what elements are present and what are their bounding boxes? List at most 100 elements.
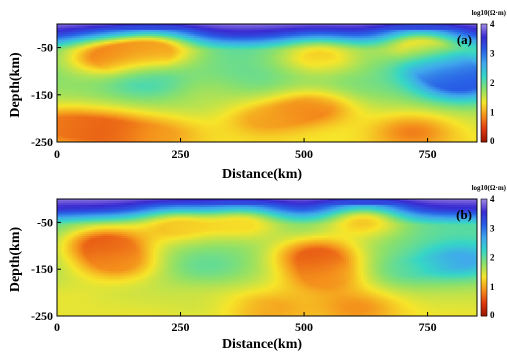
heatmap-cell xyxy=(365,33,369,37)
heatmap-cell xyxy=(390,37,394,41)
heatmap-cell xyxy=(425,29,428,33)
heatmap-cell xyxy=(207,37,211,41)
heatmap-cell xyxy=(138,33,142,37)
heatmap-cell xyxy=(259,39,263,43)
heatmap-cell xyxy=(249,29,253,33)
heatmap-cell xyxy=(74,31,78,35)
heatmap-cell xyxy=(464,24,468,27)
heatmap-cell xyxy=(123,24,127,27)
heatmap-cell xyxy=(57,39,60,43)
heatmap-cell xyxy=(126,37,130,41)
heatmap-cell xyxy=(437,31,441,35)
heatmap-cell xyxy=(370,24,374,27)
heatmap-cell xyxy=(437,29,441,33)
heatmap-cell xyxy=(170,29,174,33)
heatmap-cell xyxy=(358,27,362,31)
heatmap-cell xyxy=(459,35,463,39)
heatmap-cell xyxy=(313,33,317,37)
heatmap-cell xyxy=(101,27,105,31)
heatmap-cell xyxy=(101,31,105,35)
heatmap-cell xyxy=(150,39,154,43)
heatmap-cell xyxy=(121,35,125,39)
heatmap-cell xyxy=(195,29,199,33)
heatmap-cell xyxy=(294,33,298,37)
heatmap-cell xyxy=(318,35,322,39)
heatmap-cell xyxy=(262,39,265,43)
heatmap-cell xyxy=(338,27,342,31)
heatmap-cell xyxy=(234,33,238,37)
heatmap-cell xyxy=(459,24,463,27)
heatmap-cell xyxy=(116,24,120,27)
heatmap-cell xyxy=(454,39,458,43)
heatmap-cell xyxy=(289,29,293,33)
heatmap-cell xyxy=(180,25,184,29)
heatmap-cell xyxy=(180,39,184,43)
heatmap-cell xyxy=(393,37,396,41)
heatmap-cell xyxy=(328,27,332,31)
heatmap-cell xyxy=(380,39,384,43)
heatmap-cell xyxy=(173,37,176,41)
heatmap-cell xyxy=(229,24,233,27)
heatmap-cell xyxy=(244,27,248,31)
heatmap-cell xyxy=(390,31,394,35)
heatmap-cell xyxy=(363,29,367,33)
heatmap-cell xyxy=(170,24,174,27)
heatmap-cell xyxy=(212,29,216,33)
heatmap-cell xyxy=(395,35,399,39)
heatmap-cell xyxy=(71,35,75,39)
heatmap-cell xyxy=(309,27,312,31)
heatmap-cell xyxy=(155,37,159,41)
heatmap-cell xyxy=(69,35,73,39)
heatmap-cell xyxy=(160,29,164,33)
heatmap-cell xyxy=(296,27,300,31)
heatmap-cell xyxy=(234,37,238,41)
heatmap-cell xyxy=(99,27,102,31)
heatmap-cell xyxy=(358,35,362,39)
heatmap-cell xyxy=(454,37,458,41)
heatmap-cell xyxy=(271,39,275,43)
heatmap-cell xyxy=(225,24,228,27)
heatmap-cell xyxy=(373,31,377,35)
heatmap-cell xyxy=(185,37,189,41)
heatmap-cell xyxy=(106,29,110,33)
heatmap-cell xyxy=(254,33,258,37)
heatmap-cell xyxy=(336,35,340,39)
heatmap-cell xyxy=(346,27,349,31)
heatmap-cell xyxy=(210,29,214,33)
heatmap-cell xyxy=(328,33,332,37)
heatmap-cell xyxy=(173,24,176,27)
heatmap-cell xyxy=(160,33,164,37)
heatmap-cell xyxy=(69,37,73,41)
heatmap-cell xyxy=(249,27,253,31)
heatmap-cell xyxy=(301,35,305,39)
heatmap-cell xyxy=(178,29,181,33)
heatmap-cell xyxy=(247,33,251,37)
heatmap-cell xyxy=(106,31,110,35)
heatmap-cell xyxy=(326,35,330,39)
heatmap-cell xyxy=(281,35,285,39)
heatmap-cell xyxy=(165,31,169,35)
heatmap-cell xyxy=(71,29,75,33)
heatmap-cell xyxy=(89,25,92,29)
heatmap-cell xyxy=(430,35,433,39)
heatmap-cell xyxy=(229,25,233,29)
heatmap-cell xyxy=(232,31,236,35)
heatmap-cell xyxy=(69,41,73,45)
heatmap-cell xyxy=(108,29,112,33)
heatmap-cell xyxy=(449,37,453,41)
heatmap-cell xyxy=(410,24,414,27)
heatmap-cell xyxy=(168,39,172,43)
heatmap-cell xyxy=(108,33,112,37)
heatmap-cell xyxy=(375,33,379,37)
heatmap-cell xyxy=(291,33,295,37)
heatmap-cell xyxy=(452,25,456,29)
heatmap-cell xyxy=(259,29,263,33)
heatmap-cell xyxy=(158,39,162,43)
heatmap-cell xyxy=(338,31,342,35)
heatmap-cell xyxy=(267,27,270,31)
heatmap-cell xyxy=(415,25,419,29)
heatmap-cell xyxy=(375,29,379,33)
heatmap-cell xyxy=(397,37,401,41)
heatmap-cell xyxy=(435,25,438,29)
heatmap-cell xyxy=(294,29,298,33)
